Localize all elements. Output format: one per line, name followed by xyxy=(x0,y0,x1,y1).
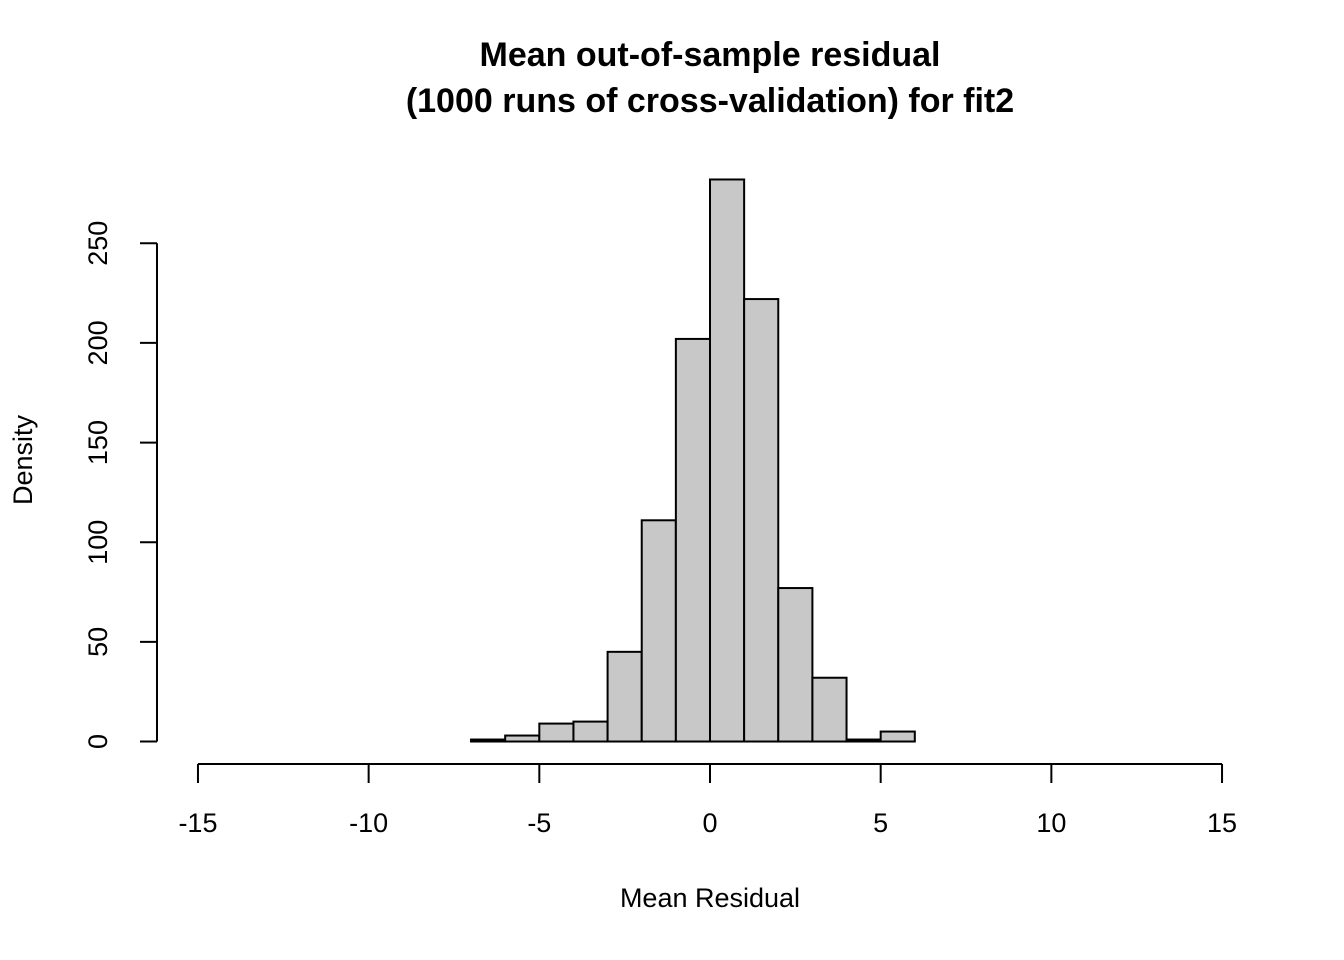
bar xyxy=(845,738,882,743)
y-axis-label: Density xyxy=(8,414,38,505)
bar xyxy=(777,587,814,743)
x-axis-label: Mean Residual xyxy=(620,883,800,913)
y-tick-label: 200 xyxy=(83,320,113,365)
y-tick-label: 150 xyxy=(83,420,113,465)
y-tick-label: 0 xyxy=(83,734,113,749)
x-tick-label: -10 xyxy=(349,808,388,838)
x-tick-label: 0 xyxy=(702,808,717,838)
bar xyxy=(470,738,507,743)
chart-title: Mean out-of-sample residual xyxy=(480,36,941,74)
bar xyxy=(709,178,746,743)
bar xyxy=(606,650,643,743)
bar xyxy=(572,720,609,743)
x-tick-label: 15 xyxy=(1207,808,1237,838)
x-tick-label: 10 xyxy=(1036,808,1066,838)
bar xyxy=(538,722,575,743)
bar xyxy=(504,734,541,743)
bar xyxy=(811,676,848,743)
x-tick-label: 5 xyxy=(873,808,888,838)
y-tick-label: 50 xyxy=(83,627,113,657)
bar xyxy=(879,730,916,743)
x-tick-label: -15 xyxy=(178,808,217,838)
bar xyxy=(743,298,780,743)
bar xyxy=(640,519,677,743)
x-tick-label: -5 xyxy=(527,808,551,838)
y-tick-label: 250 xyxy=(83,221,113,266)
chart-title: (1000 runs of cross-validation) for fit2 xyxy=(406,82,1014,120)
bar xyxy=(674,337,711,743)
y-tick-label: 100 xyxy=(83,520,113,565)
